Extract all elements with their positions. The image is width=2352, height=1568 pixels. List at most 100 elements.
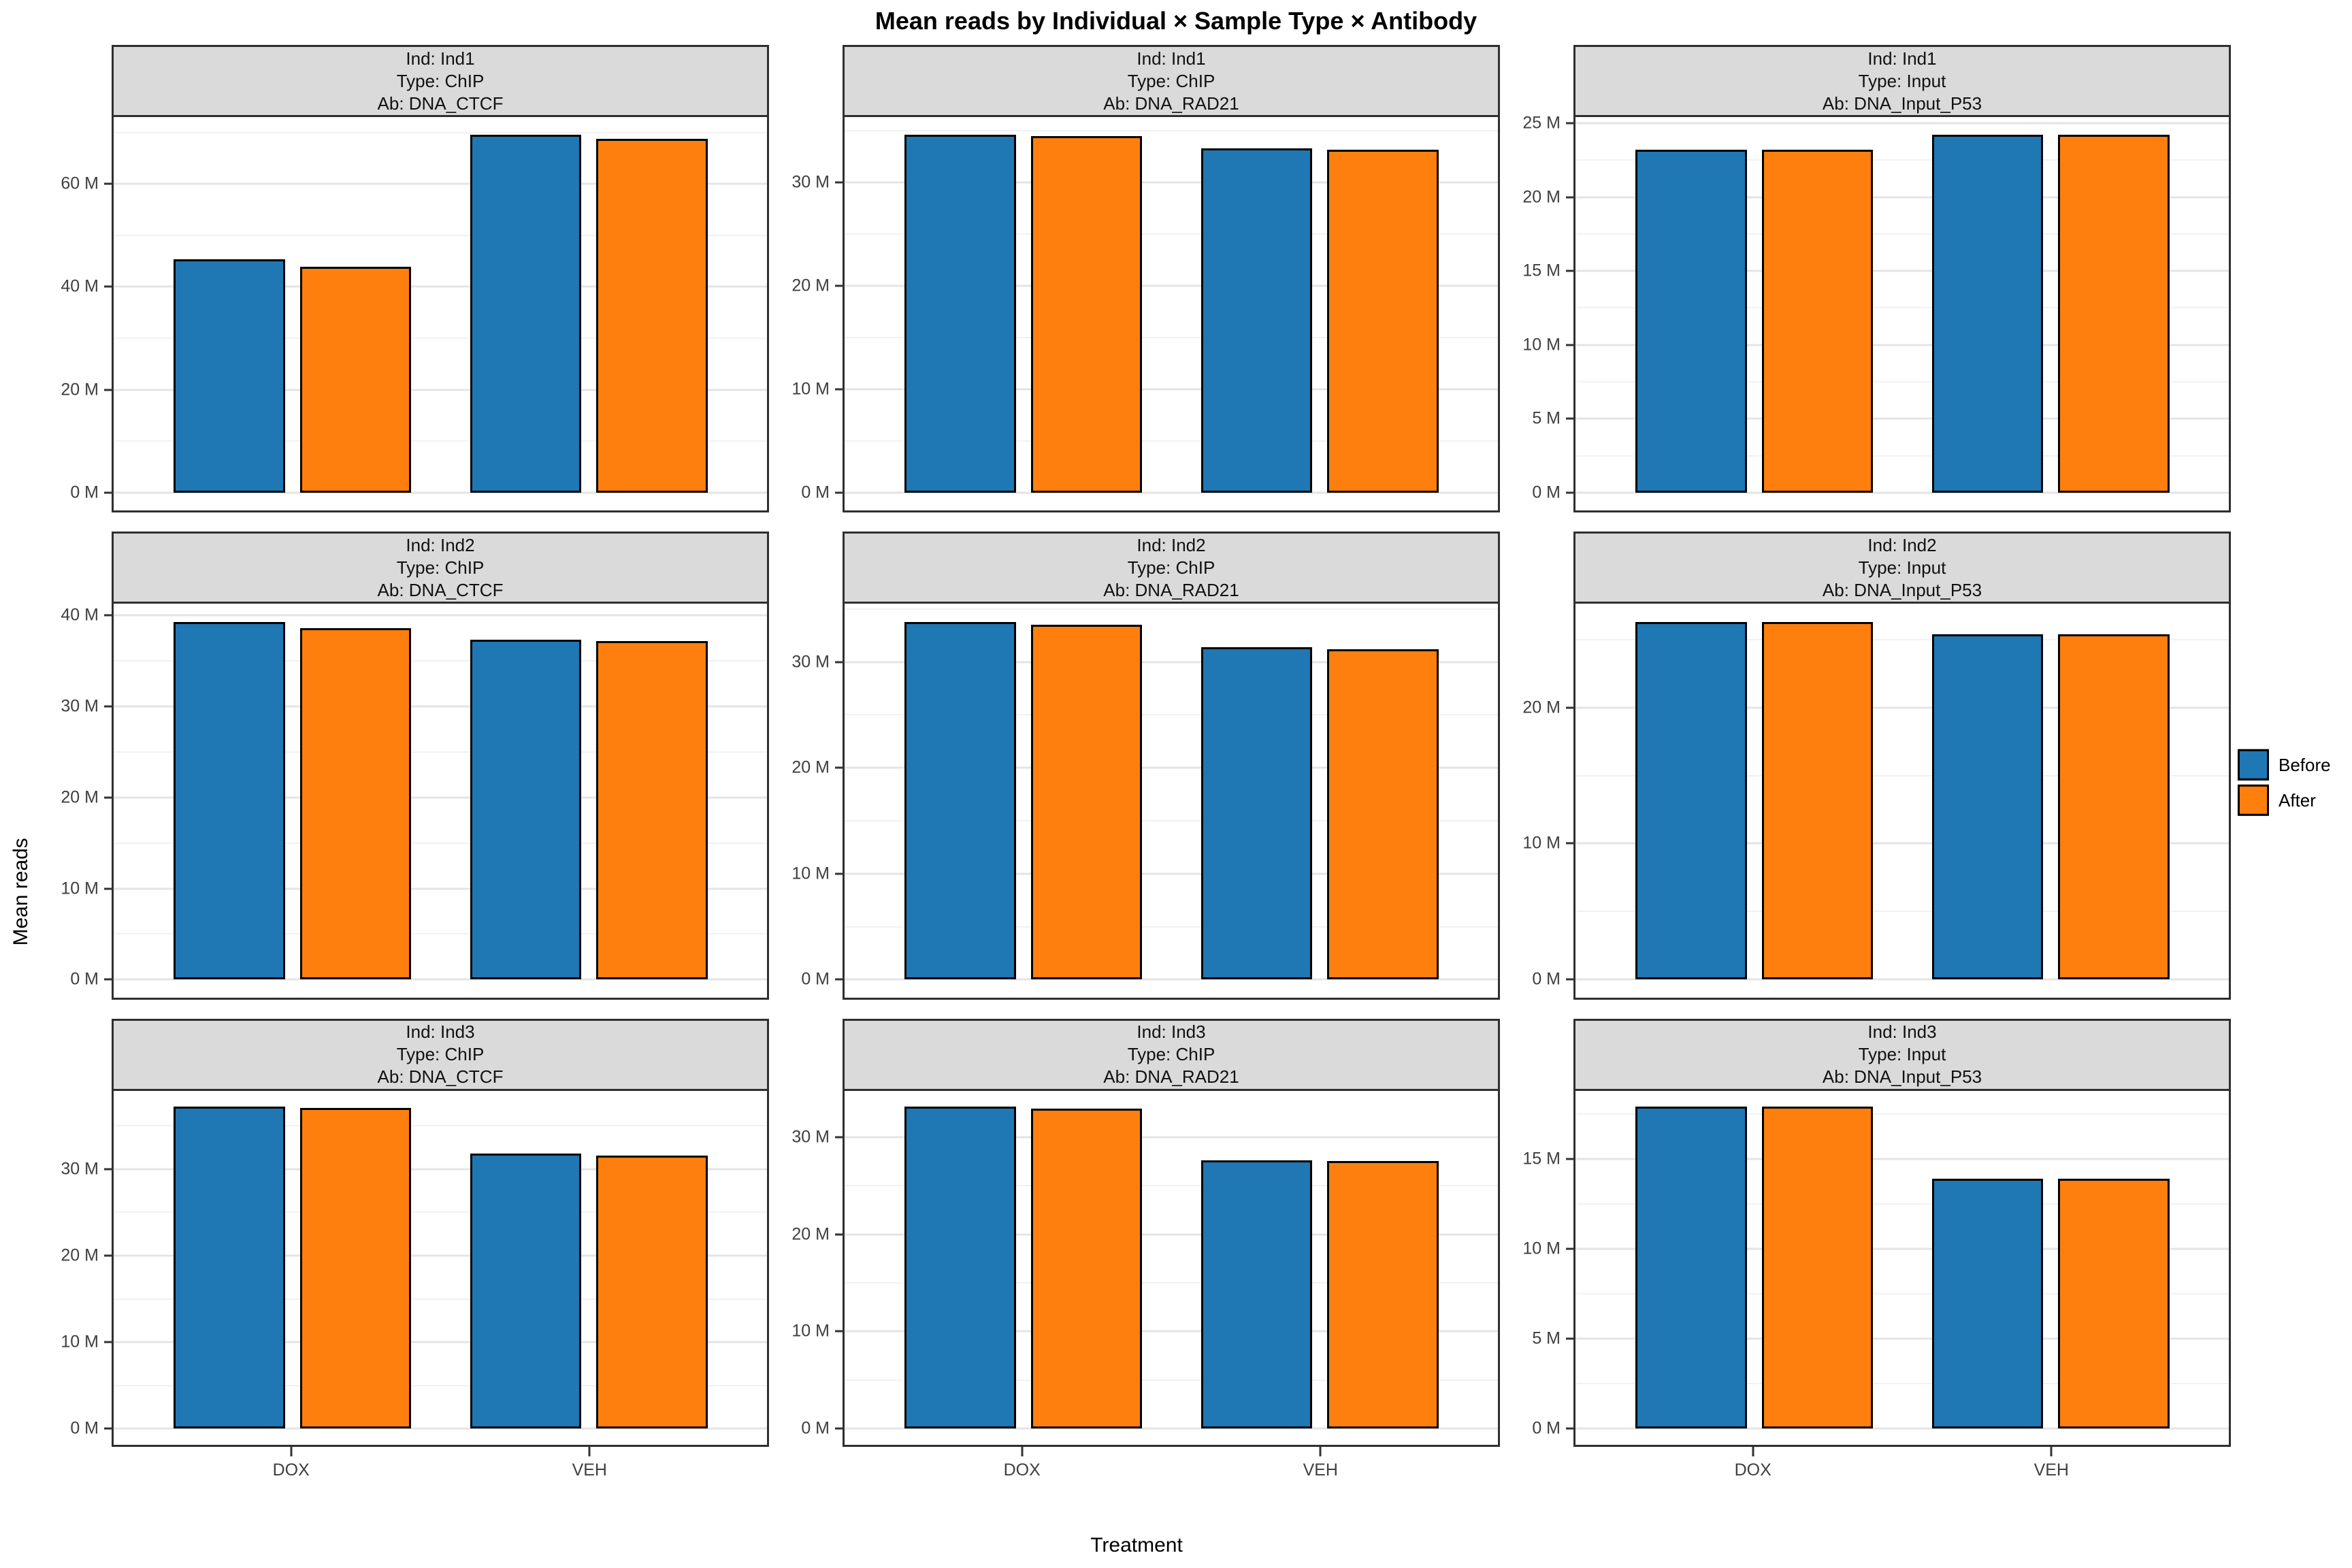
gridline-major [114, 1341, 767, 1343]
facet-strip-label: Ab: DNA_CTCF [377, 93, 504, 114]
y-tick-mark [104, 1427, 114, 1430]
gridline-minor [1575, 1293, 2229, 1295]
y-tick-label: 0 M [1532, 483, 1561, 502]
gridline-major [1575, 344, 2229, 346]
gridline-major [845, 661, 1498, 664]
y-tick-mark [104, 978, 114, 981]
facet-strip: Ind: Ind2 Type: ChIP Ab: DNA_RAD21 [843, 532, 1500, 604]
plot-panel: 0 M 20 M 40 M 60 M [61, 117, 769, 513]
bar-before-veh [470, 640, 582, 980]
gridline-major [1575, 491, 2229, 494]
y-tick-label: 40 M [61, 276, 99, 296]
y-tick-label: 5 M [1532, 408, 1561, 428]
y-tick-mark [1566, 196, 1575, 199]
gridline-major [1575, 1247, 2229, 1250]
bar-after-dox [1030, 135, 1142, 493]
facet-strip-label: Ind: Ind1 [1867, 48, 1937, 69]
gridline-minor [114, 842, 767, 844]
bar-before-veh [1201, 647, 1313, 980]
gridline-major [1575, 196, 2229, 199]
y-tick-label: 0 M [70, 969, 99, 989]
facet-strip-label: Type: ChIP [396, 1044, 485, 1065]
x-tick-mark [588, 1446, 591, 1456]
gridline-major [1575, 417, 2229, 420]
gridline-minor [1575, 1383, 2229, 1385]
plot-panel: 0 M 10 M 20 M [1522, 604, 2231, 1000]
y-tick-label: 10 M [791, 864, 830, 883]
gridline-major [1575, 978, 2229, 981]
facet-strip-label: Type: ChIP [1127, 557, 1215, 578]
y-tick-mark [1566, 706, 1575, 709]
bar-after-veh [2058, 135, 2170, 493]
bar-after-dox [1761, 1107, 1873, 1429]
gridline-major [845, 388, 1498, 391]
y-tick-mark [1566, 842, 1575, 845]
y-tick-mark [1566, 1158, 1575, 1160]
bar-after-dox [1030, 625, 1142, 980]
gridline-major [845, 1136, 1498, 1139]
gridline-major [1575, 1158, 2229, 1160]
bar-before-veh [1932, 135, 2044, 493]
plot-panel: 0 M 5 M 10 M 15 M [1522, 1090, 2231, 1447]
plot-panel: 0 M 10 M 20 M 30 M [791, 604, 1500, 1000]
facet-strip: Ind: Ind1 Type: ChIP Ab: DNA_CTCF [112, 45, 769, 117]
facet-strip-label: Type: ChIP [1127, 70, 1215, 91]
bar-after-dox [299, 266, 411, 493]
facet-strip-label: Ind: Ind2 [406, 534, 475, 555]
bar-before-dox [1635, 621, 1747, 980]
x-tick-mark [2050, 1446, 2053, 1456]
gridline-minor [114, 131, 767, 133]
bar-after-dox [299, 627, 411, 980]
gridline-minor [114, 933, 767, 935]
facet-grid: Ind: Ind1 Type: ChIP Ab: DNA_CTCF 0 M 20 M 40… [42, 45, 2231, 1486]
gridline-minor [845, 130, 1498, 132]
bar-after-veh [596, 1155, 708, 1429]
gridline-minor [1575, 307, 2229, 309]
y-tick-label: 30 M [61, 1159, 99, 1179]
y-tick-label: 40 M [61, 605, 99, 625]
y-tick-mark [1566, 344, 1575, 346]
facet-cell: Ind: Ind2 Type: ChIP Ab: DNA_CTCF 0 M 10 M 20… [42, 532, 769, 1000]
y-tick-mark [835, 284, 845, 287]
y-tick-mark [104, 614, 114, 617]
gridline-minor [1575, 455, 2229, 457]
gridline-major [845, 766, 1498, 769]
y-tick-mark [1566, 1427, 1575, 1430]
gridline-minor [114, 1384, 767, 1386]
gridline-minor [1575, 159, 2229, 161]
gridline-major [114, 978, 767, 981]
facet-strip-label: Type: Input [1858, 70, 1946, 91]
plot-panel: 0 M 10 M 20 M 30 M [791, 117, 1500, 513]
y-tick-mark [1566, 491, 1575, 494]
gridline-minor [114, 234, 767, 236]
y-tick-mark [1566, 1337, 1575, 1340]
y-tick-label: 0 M [1532, 1418, 1561, 1438]
y-axis-title: Mean reads [10, 838, 32, 946]
gridline-minor [114, 1125, 767, 1127]
gridline-major [114, 285, 767, 288]
y-tick-mark [835, 661, 845, 664]
gridline-major [845, 284, 1498, 287]
gridline-major [845, 1330, 1498, 1333]
bar-after-dox [1030, 1109, 1142, 1429]
x-axis-title: Treatment [1090, 1534, 1183, 1556]
y-tick-label: 10 M [61, 1332, 99, 1352]
gridline-minor [114, 751, 767, 753]
facet-cell: Ind: Ind1 Type: Input Ab: DNA_Input_P53 0 M… [1504, 45, 2231, 513]
gridline-minor [845, 233, 1498, 235]
facet-strip-label: Ind: Ind3 [406, 1022, 475, 1043]
plot-panel: 0 M 10 M 20 M 30 M [791, 1090, 1500, 1447]
chart-title: Mean reads by Individual × Sample Type ×… [875, 7, 1477, 35]
bar-before-dox [904, 621, 1016, 980]
y-tick-label: 20 M [791, 276, 830, 295]
facet-cell: Ind: Ind3 Type: ChIP Ab: DNA_CTCF 0 M 10 M 20… [42, 1018, 769, 1486]
y-tick-label: 60 M [61, 174, 99, 193]
bar-after-dox [1761, 150, 1873, 493]
bar-before-veh [470, 1153, 582, 1429]
gridline-major [845, 978, 1498, 981]
x-tick-mark [290, 1446, 293, 1456]
legend-label: After [2278, 789, 2316, 811]
facet-strip: Ind: Ind1 Type: ChIP Ab: DNA_RAD21 [843, 45, 1500, 117]
y-tick-label: 10 M [1522, 833, 1561, 853]
gridline-minor [845, 714, 1498, 716]
